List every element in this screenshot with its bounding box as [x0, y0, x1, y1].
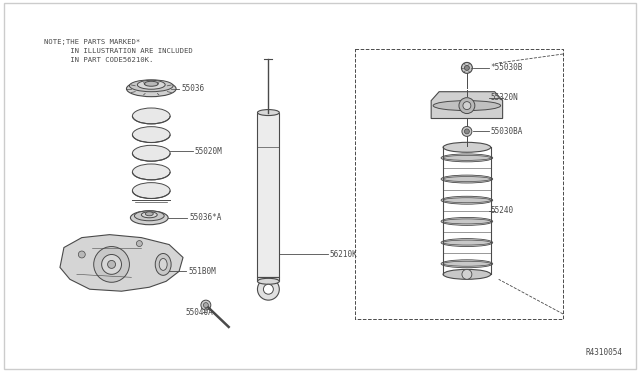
Circle shape: [201, 300, 211, 310]
Text: *55030B: *55030B: [491, 63, 523, 73]
Ellipse shape: [443, 261, 491, 266]
Ellipse shape: [145, 212, 153, 216]
Ellipse shape: [443, 240, 491, 245]
Ellipse shape: [441, 260, 493, 268]
Ellipse shape: [145, 81, 158, 86]
Ellipse shape: [132, 108, 170, 124]
Circle shape: [465, 129, 469, 134]
Circle shape: [465, 65, 469, 70]
Ellipse shape: [257, 278, 279, 284]
Circle shape: [462, 269, 472, 279]
Ellipse shape: [132, 183, 170, 199]
Ellipse shape: [138, 80, 165, 89]
Ellipse shape: [443, 142, 491, 152]
Text: NOTE;THE PARTS MARKED*
      IN ILLUSTRATION ARE INCLUDED
      IN PART CODE5621: NOTE;THE PARTS MARKED* IN ILLUSTRATION A…: [44, 39, 193, 63]
Circle shape: [459, 98, 475, 113]
Circle shape: [257, 278, 279, 300]
Text: 55240: 55240: [491, 206, 514, 215]
Ellipse shape: [441, 196, 493, 204]
Circle shape: [102, 254, 122, 274]
Ellipse shape: [443, 269, 491, 279]
Circle shape: [461, 62, 472, 73]
Circle shape: [136, 241, 142, 247]
Ellipse shape: [127, 81, 176, 97]
Circle shape: [463, 102, 471, 110]
Ellipse shape: [134, 211, 164, 221]
Ellipse shape: [131, 211, 168, 225]
Ellipse shape: [257, 110, 279, 116]
Ellipse shape: [441, 175, 493, 183]
Ellipse shape: [433, 101, 500, 110]
Circle shape: [78, 251, 85, 258]
Ellipse shape: [132, 126, 170, 142]
Ellipse shape: [159, 259, 167, 270]
Ellipse shape: [443, 219, 491, 224]
Polygon shape: [431, 92, 502, 119]
Ellipse shape: [441, 238, 493, 247]
Polygon shape: [257, 277, 279, 281]
Ellipse shape: [441, 217, 493, 225]
Text: 55030BA: 55030BA: [491, 127, 523, 136]
Ellipse shape: [129, 80, 173, 92]
Text: 55036: 55036: [181, 84, 204, 93]
Circle shape: [204, 303, 209, 308]
Circle shape: [93, 247, 129, 282]
Ellipse shape: [141, 212, 157, 218]
Text: R4310054: R4310054: [586, 348, 623, 357]
Circle shape: [264, 284, 273, 294]
Ellipse shape: [441, 154, 493, 162]
Text: 55320N: 55320N: [491, 93, 518, 102]
Polygon shape: [60, 235, 183, 291]
Polygon shape: [257, 113, 279, 277]
Ellipse shape: [443, 198, 491, 203]
Ellipse shape: [132, 164, 170, 180]
Ellipse shape: [443, 177, 491, 182]
Text: 551B0M: 551B0M: [188, 267, 216, 276]
Text: 55036*A: 55036*A: [189, 213, 221, 222]
Circle shape: [462, 126, 472, 137]
Ellipse shape: [443, 155, 491, 160]
Ellipse shape: [156, 253, 171, 275]
Circle shape: [108, 260, 116, 268]
Text: 56210K: 56210K: [330, 250, 358, 259]
Ellipse shape: [132, 145, 170, 161]
Text: 55040A: 55040A: [185, 308, 212, 317]
Text: 55020M: 55020M: [195, 147, 223, 156]
